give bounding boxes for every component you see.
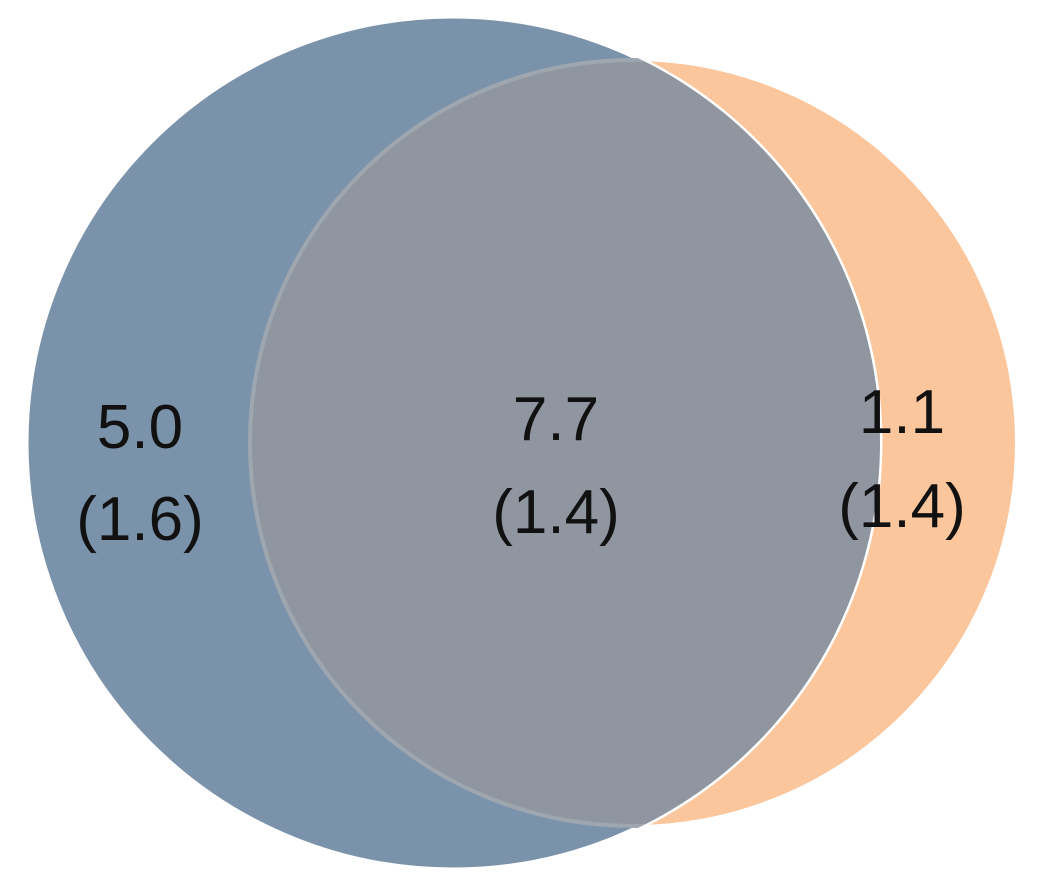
left-only-sub: (1.6) bbox=[76, 485, 203, 554]
overlap-sub: (1.4) bbox=[492, 478, 619, 547]
right-only-sub: (1.4) bbox=[838, 472, 965, 541]
overlap-value: 7.7 bbox=[513, 385, 599, 454]
left-only-value: 5.0 bbox=[97, 393, 183, 462]
overlap-region bbox=[248, 58, 880, 828]
right-only-value: 1.1 bbox=[859, 378, 945, 447]
overlap-edge bbox=[248, 58, 880, 828]
